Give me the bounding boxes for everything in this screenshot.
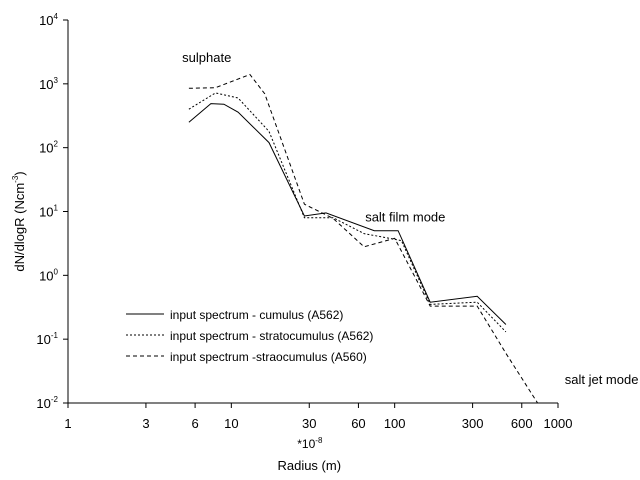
x-tick-label: 30 [302, 416, 316, 431]
axes: 1 3 6 10 30 60 100 300 600 1000 10-2 10-1 100 101 102 1… [11, 12, 572, 473]
y-tick-label: 103 [39, 76, 58, 92]
x-tick-label: 10 [224, 416, 238, 431]
x-tick-label: 1 [64, 416, 71, 431]
y-axis-label: dN/dlogR (Ncm-3) [11, 171, 27, 271]
x-axis-multiplier: *10-8 [297, 436, 323, 451]
series-line-2 [188, 92, 507, 333]
x-tick-label: 600 [511, 416, 533, 431]
annotation-label: salt film mode [365, 209, 445, 224]
x-tick-label: 1000 [544, 416, 573, 431]
x-axis-label: Radius (m) [277, 458, 341, 473]
y-tick-label: 101 [39, 204, 58, 220]
y-tick-label: 10-1 [36, 331, 58, 347]
y-tick-label: 102 [39, 140, 58, 156]
x-tick-label: 6 [191, 416, 198, 431]
annotation-label: salt jet mode [565, 372, 639, 387]
x-tick-label: 100 [384, 416, 406, 431]
legend: input spectrum - cumulus (A562) input spe… [126, 308, 373, 364]
legend-label: input spectrum - cumulus (A562) [170, 308, 343, 322]
x-tick-label: 3 [142, 416, 149, 431]
annotations: sulphate salt film mode salt jet mode [182, 50, 638, 387]
x-tick-label: 60 [351, 416, 365, 431]
x-tick-label: 300 [462, 416, 484, 431]
legend-label: input spectrum - stratocumulus (A562) [170, 329, 373, 343]
y-tick-label: 104 [39, 12, 58, 28]
series-line-1 [188, 103, 507, 325]
annotation-label: sulphate [182, 50, 231, 65]
series-line-3 [188, 73, 539, 404]
legend-label: input spectrum -straocumulus (A560) [170, 350, 367, 364]
y-tick-label: 10-2 [36, 395, 58, 411]
y-tick-label: 100 [39, 267, 58, 283]
series-group [188, 73, 539, 404]
